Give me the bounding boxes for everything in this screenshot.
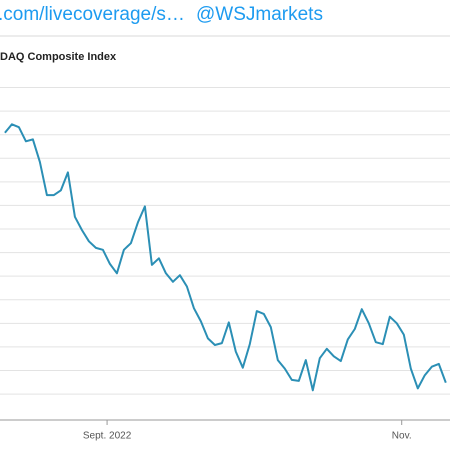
tweet-text-area bbox=[0, 0, 450, 30]
chart-card bbox=[0, 35, 450, 450]
x-tick-label: Nov. bbox=[392, 431, 412, 442]
tweet-handle[interactable]: @WSJmarkets bbox=[196, 4, 323, 25]
x-tick-label: Sept. 2022 bbox=[83, 431, 132, 442]
chart-title: DAQ Composite Index bbox=[0, 51, 117, 63]
tweet-link[interactable]: .com/livecoverage/s… bbox=[0, 4, 185, 25]
index-line bbox=[4, 123, 447, 392]
